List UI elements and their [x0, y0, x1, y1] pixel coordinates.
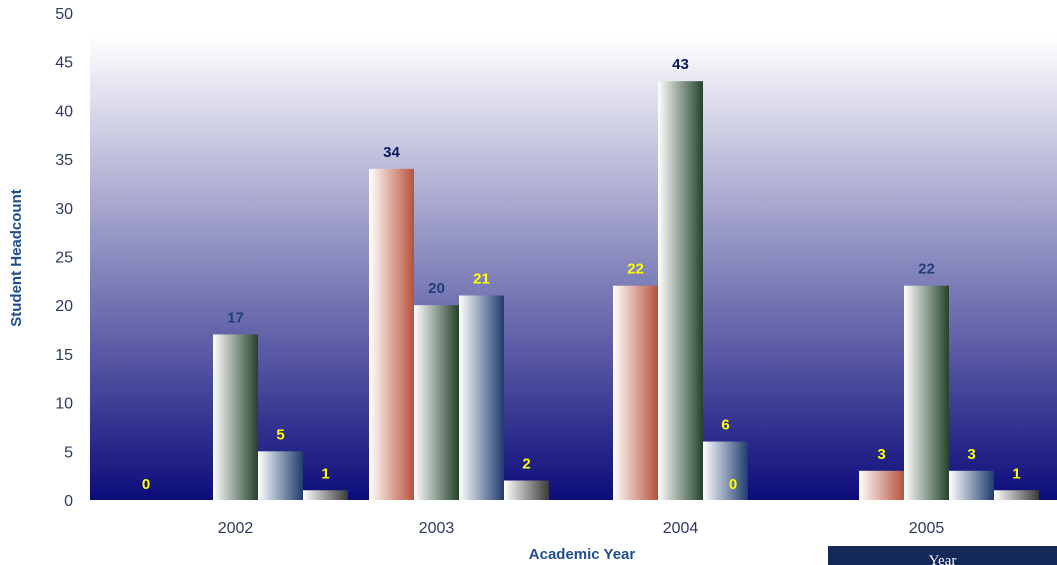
legend: Year — [828, 546, 1057, 565]
legend-label: Year — [928, 553, 957, 565]
x-axis-ticks: 2002 2003 2004 2005 — [218, 520, 945, 537]
x-axis-title: Academic Year — [529, 546, 636, 563]
bar — [369, 168, 414, 500]
data-label: 5 — [276, 426, 284, 443]
bar — [904, 285, 949, 500]
bar — [703, 441, 748, 500]
x-tick-label: 2002 — [218, 520, 254, 537]
bar — [859, 470, 904, 500]
data-label: 43 — [672, 56, 689, 73]
data-label: 34 — [383, 144, 400, 161]
data-label: 3 — [967, 446, 975, 463]
y-tick-label: 5 — [64, 444, 73, 461]
data-label: 0 — [142, 476, 150, 493]
y-tick-label: 40 — [55, 103, 73, 120]
y-tick-label: 30 — [55, 201, 73, 218]
bar — [459, 295, 504, 500]
data-label: 2 — [522, 456, 530, 473]
bar — [258, 451, 303, 500]
data-label: 20 — [428, 280, 445, 297]
y-tick-label: 35 — [55, 152, 73, 169]
y-tick-label: 15 — [55, 347, 73, 364]
bar — [658, 81, 703, 501]
bar — [504, 480, 549, 500]
data-label: 1 — [1012, 465, 1020, 482]
data-label: 3 — [877, 446, 885, 463]
data-label: 6 — [721, 417, 729, 434]
y-tick-label: 0 — [64, 493, 73, 510]
y-tick-label: 45 — [55, 55, 73, 72]
y-tick-label: 25 — [55, 250, 73, 267]
bar — [303, 490, 348, 500]
data-label: 22 — [918, 261, 935, 278]
data-label: 1 — [321, 465, 329, 482]
y-tick-label: 10 — [55, 396, 73, 413]
bars — [213, 81, 1039, 501]
bar — [613, 285, 658, 500]
bar — [414, 305, 459, 500]
x-tick-label: 2005 — [909, 520, 945, 537]
bar — [994, 490, 1039, 500]
bar — [213, 334, 258, 500]
x-tick-label: 2003 — [419, 520, 455, 537]
y-tick-label: 20 — [55, 298, 73, 315]
data-label: 17 — [227, 309, 244, 326]
y-axis-title: Student Headcount — [8, 189, 25, 327]
bar — [949, 470, 994, 500]
data-label: 21 — [473, 270, 490, 287]
data-label: 0 — [729, 476, 737, 493]
y-axis-ticks: 0 5 10 15 20 25 30 35 40 45 50 — [55, 6, 73, 510]
data-label: 22 — [627, 261, 644, 278]
y-tick-label: 50 — [55, 6, 73, 23]
x-tick-label: 2004 — [663, 520, 699, 537]
